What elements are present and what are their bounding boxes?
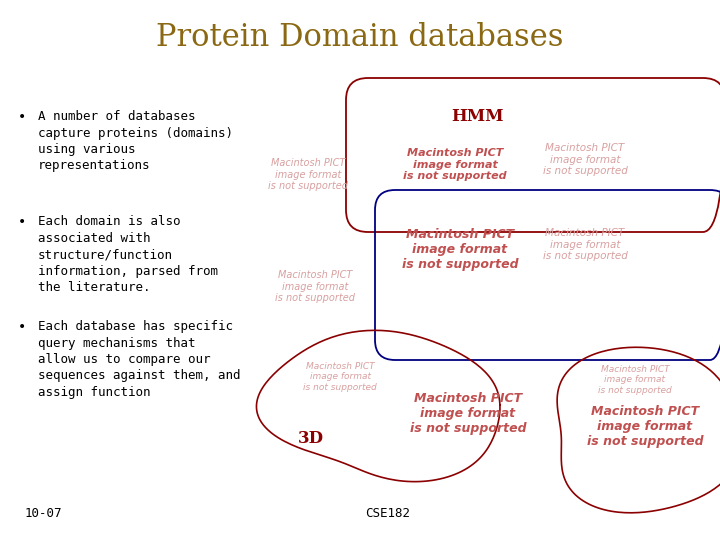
Text: •: • [18,215,26,229]
Text: Macintosh PICT
image format
is not supported: Macintosh PICT image format is not suppo… [268,158,348,191]
Text: •: • [18,320,26,334]
Text: Macintosh PICT
image format
is not supported: Macintosh PICT image format is not suppo… [303,362,377,392]
Text: CSE182: CSE182 [366,507,410,520]
Text: Macintosh PICT
image format
is not supported: Macintosh PICT image format is not suppo… [275,270,355,303]
Text: Macintosh PICT
image format
is not supported: Macintosh PICT image format is not suppo… [402,228,518,271]
Text: Macintosh PICT
image format
is not supported: Macintosh PICT image format is not suppo… [543,143,627,176]
Text: •: • [18,110,26,124]
Text: 10-07: 10-07 [25,507,63,520]
Text: Macintosh PICT
image format
is not supported: Macintosh PICT image format is not suppo… [410,392,526,435]
Text: HMM: HMM [451,108,504,125]
Text: Each database has specific
query mechanisms that
allow us to compare our
sequenc: Each database has specific query mechani… [38,320,240,399]
Text: Macintosh PICT
image format
is not supported: Macintosh PICT image format is not suppo… [587,405,703,448]
Text: Macintosh PICT
image format
is not supported: Macintosh PICT image format is not suppo… [543,228,627,261]
Text: Each domain is also
associated with
structure/function
information, parsed from
: Each domain is also associated with stru… [38,215,218,294]
Text: Macintosh PICT
image format
is not supported: Macintosh PICT image format is not suppo… [598,365,672,395]
Text: A number of databases
capture proteins (domains)
using various
representations: A number of databases capture proteins (… [38,110,233,172]
Text: 3D: 3D [298,430,324,447]
Text: Macintosh PICT
image format
is not supported: Macintosh PICT image format is not suppo… [403,148,507,181]
Text: Protein Domain databases: Protein Domain databases [156,23,564,53]
